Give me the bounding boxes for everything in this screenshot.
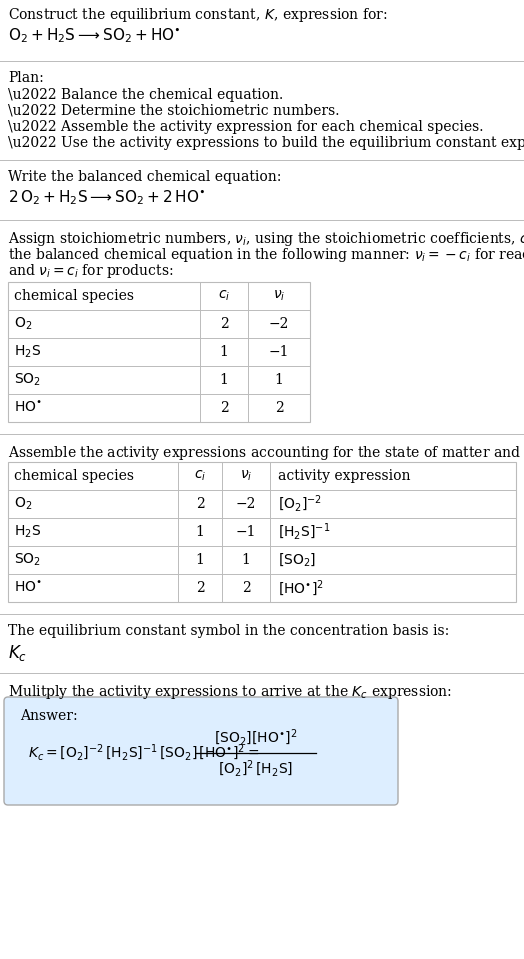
Text: chemical species: chemical species xyxy=(14,289,134,303)
Text: 2: 2 xyxy=(220,401,228,415)
Text: the balanced chemical equation in the following manner: $\nu_i = -c_i$ for react: the balanced chemical equation in the fo… xyxy=(8,246,524,264)
Text: −2: −2 xyxy=(269,317,289,331)
Text: $\nu_i$: $\nu_i$ xyxy=(240,469,252,483)
Bar xyxy=(8,282,310,422)
Text: $\mathrm{O_2}$: $\mathrm{O_2}$ xyxy=(14,316,32,332)
Text: $\mathrm{SO_2}$: $\mathrm{SO_2}$ xyxy=(14,551,41,568)
Text: $K_c$: $K_c$ xyxy=(8,643,27,663)
FancyBboxPatch shape xyxy=(4,697,398,805)
Text: $[\mathrm{SO_2}]$: $[\mathrm{SO_2}]$ xyxy=(278,551,316,569)
Text: 1: 1 xyxy=(220,345,228,359)
Text: Mulitply the activity expressions to arrive at the $K_c$ expression:: Mulitply the activity expressions to arr… xyxy=(8,683,452,701)
Text: 2: 2 xyxy=(195,581,204,595)
Text: Assign stoichiometric numbers, $\nu_i$, using the stoichiometric coefficients, $: Assign stoichiometric numbers, $\nu_i$, … xyxy=(8,230,524,248)
Text: Plan:: Plan: xyxy=(8,71,43,85)
Text: 1: 1 xyxy=(242,553,250,567)
Text: −1: −1 xyxy=(269,345,289,359)
Text: 2: 2 xyxy=(275,401,283,415)
Text: $c_i$: $c_i$ xyxy=(218,289,230,303)
Text: $[\mathrm{HO^{\bullet}}]^2$: $[\mathrm{HO^{\bullet}}]^2$ xyxy=(278,578,324,598)
Text: $\mathrm{SO_2}$: $\mathrm{SO_2}$ xyxy=(14,372,41,388)
Text: −2: −2 xyxy=(236,497,256,511)
Text: 2: 2 xyxy=(195,497,204,511)
Text: Construct the equilibrium constant, $K$, expression for:: Construct the equilibrium constant, $K$,… xyxy=(8,6,388,24)
Text: chemical species: chemical species xyxy=(14,469,134,483)
Text: Assemble the activity expressions accounting for the state of matter and $\nu_i$: Assemble the activity expressions accoun… xyxy=(8,444,524,462)
Text: 2: 2 xyxy=(242,581,250,595)
Text: $\mathrm{O_2}$: $\mathrm{O_2}$ xyxy=(14,496,32,512)
Text: The equilibrium constant symbol in the concentration basis is:: The equilibrium constant symbol in the c… xyxy=(8,624,449,638)
Text: \u2022 Use the activity expressions to build the equilibrium constant expression: \u2022 Use the activity expressions to b… xyxy=(8,136,524,150)
Text: 1: 1 xyxy=(220,373,228,387)
Text: \u2022 Assemble the activity expression for each chemical species.: \u2022 Assemble the activity expression … xyxy=(8,120,484,134)
Bar xyxy=(8,462,516,602)
Text: Answer:: Answer: xyxy=(20,709,78,723)
Text: Write the balanced chemical equation:: Write the balanced chemical equation: xyxy=(8,170,281,184)
Text: $\mathrm{H_2S}$: $\mathrm{H_2S}$ xyxy=(14,524,41,540)
Text: $[\mathrm{SO_2}][\mathrm{HO^{\bullet}}]^2$: $[\mathrm{SO_2}][\mathrm{HO^{\bullet}}]^… xyxy=(214,728,298,748)
Text: $\mathrm{H_2S}$: $\mathrm{H_2S}$ xyxy=(14,343,41,361)
Text: $c_i$: $c_i$ xyxy=(194,469,206,483)
Text: 1: 1 xyxy=(195,553,204,567)
Text: 1: 1 xyxy=(275,373,283,387)
Text: \u2022 Balance the chemical equation.: \u2022 Balance the chemical equation. xyxy=(8,88,283,102)
Text: $\nu_i$: $\nu_i$ xyxy=(273,289,285,303)
Text: $\mathrm{HO^{\bullet}}$: $\mathrm{HO^{\bullet}}$ xyxy=(14,401,42,415)
Text: $[\mathrm{O_2}]^{-2}$: $[\mathrm{O_2}]^{-2}$ xyxy=(278,494,322,514)
Text: $\mathrm{2\,O_2 + H_2S \longrightarrow SO_2 + 2\,HO^{\bullet}}$: $\mathrm{2\,O_2 + H_2S \longrightarrow S… xyxy=(8,188,205,207)
Text: activity expression: activity expression xyxy=(278,469,410,483)
Text: and $\nu_i = c_i$ for products:: and $\nu_i = c_i$ for products: xyxy=(8,262,173,280)
Text: −1: −1 xyxy=(236,525,256,539)
Text: $K_c = [\mathrm{O_2}]^{-2}\,[\mathrm{H_2S}]^{-1}\,[\mathrm{SO_2}]\,[\mathrm{HO^{: $K_c = [\mathrm{O_2}]^{-2}\,[\mathrm{H_2… xyxy=(28,743,259,763)
Text: \u2022 Determine the stoichiometric numbers.: \u2022 Determine the stoichiometric numb… xyxy=(8,104,340,118)
Text: $[\mathrm{H_2S}]^{-1}$: $[\mathrm{H_2S}]^{-1}$ xyxy=(278,522,330,542)
Text: 2: 2 xyxy=(220,317,228,331)
Text: 1: 1 xyxy=(195,525,204,539)
Text: $[\mathrm{O_2}]^2\,[\mathrm{H_2S}]$: $[\mathrm{O_2}]^2\,[\mathrm{H_2S}]$ xyxy=(219,759,293,780)
Text: $\mathrm{O_2 + H_2S \longrightarrow SO_2 + HO^{\bullet}}$: $\mathrm{O_2 + H_2S \longrightarrow SO_2… xyxy=(8,26,181,45)
Text: $\mathrm{HO^{\bullet}}$: $\mathrm{HO^{\bullet}}$ xyxy=(14,581,42,596)
